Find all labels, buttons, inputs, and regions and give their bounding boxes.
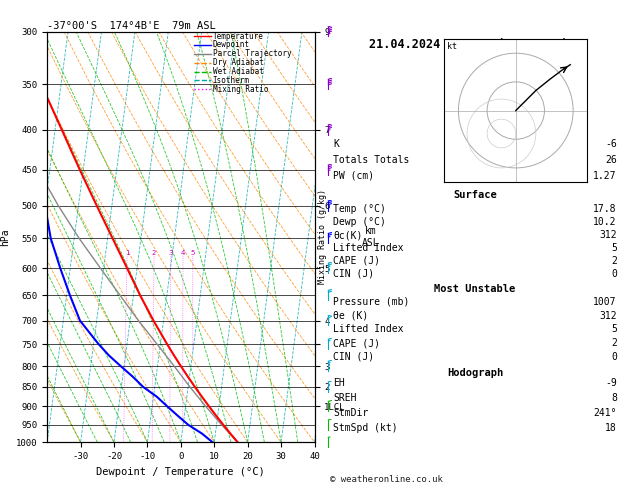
Text: 21.04.2024  00GMT (Base: 00): 21.04.2024 00GMT (Base: 00)	[369, 38, 569, 52]
Text: kt: kt	[447, 42, 457, 51]
Text: Pressure (mb): Pressure (mb)	[333, 297, 409, 307]
Text: Temperature: Temperature	[213, 32, 264, 41]
Text: 5: 5	[611, 243, 617, 253]
Text: Lifted Index: Lifted Index	[333, 243, 403, 253]
Text: 3: 3	[169, 250, 173, 257]
Text: 0: 0	[611, 352, 617, 362]
Text: 1007: 1007	[593, 297, 617, 307]
Text: 312: 312	[599, 230, 617, 240]
Text: CIN (J): CIN (J)	[333, 269, 374, 279]
Text: Dry Adiabat: Dry Adiabat	[213, 58, 264, 67]
Y-axis label: km
ASL: km ASL	[362, 226, 379, 248]
Text: Totals Totals: Totals Totals	[333, 155, 409, 165]
Text: Most Unstable: Most Unstable	[434, 284, 516, 295]
Text: CIN (J): CIN (J)	[333, 352, 374, 362]
Text: 312: 312	[599, 311, 617, 321]
Text: Dewp (°C): Dewp (°C)	[333, 217, 386, 227]
Y-axis label: hPa: hPa	[1, 228, 11, 246]
Text: -37°00'S  174°4B'E  79m ASL: -37°00'S 174°4B'E 79m ASL	[47, 21, 216, 31]
Text: Mixing Ratio (g/kg): Mixing Ratio (g/kg)	[318, 190, 326, 284]
Text: 5: 5	[611, 324, 617, 334]
Text: SREH: SREH	[333, 393, 357, 403]
Text: 1.27: 1.27	[593, 171, 617, 181]
Text: StmSpd (kt): StmSpd (kt)	[333, 423, 398, 433]
Text: CAPE (J): CAPE (J)	[333, 256, 380, 266]
Text: Hodograph: Hodograph	[447, 367, 503, 378]
X-axis label: Dewpoint / Temperature (°C): Dewpoint / Temperature (°C)	[96, 467, 265, 477]
Text: 2: 2	[152, 250, 156, 257]
Text: 10.2: 10.2	[593, 217, 617, 227]
Text: 2: 2	[611, 256, 617, 266]
Text: 5: 5	[191, 250, 195, 257]
Text: Lifted Index: Lifted Index	[333, 324, 403, 334]
Text: 1: 1	[125, 250, 130, 257]
Text: 17.8: 17.8	[593, 204, 617, 214]
Text: 8: 8	[611, 393, 617, 403]
Text: 4: 4	[181, 250, 185, 257]
Text: Isotherm: Isotherm	[213, 76, 250, 85]
Text: 26: 26	[605, 155, 617, 165]
Text: 18: 18	[605, 423, 617, 433]
Text: -9: -9	[605, 379, 617, 388]
Text: θc(K): θc(K)	[333, 230, 362, 240]
Text: EH: EH	[333, 379, 345, 388]
Text: Parcel Trajectory: Parcel Trajectory	[213, 50, 291, 58]
Text: © weatheronline.co.uk: © weatheronline.co.uk	[330, 474, 443, 484]
Text: PW (cm): PW (cm)	[333, 171, 374, 181]
Text: Mixing Ratio: Mixing Ratio	[213, 85, 268, 94]
Text: Temp (°C): Temp (°C)	[333, 204, 386, 214]
Text: CAPE (J): CAPE (J)	[333, 338, 380, 348]
Text: StmDir: StmDir	[333, 408, 368, 418]
Text: 2: 2	[611, 338, 617, 348]
Text: Surface: Surface	[453, 190, 497, 200]
Text: K: K	[333, 139, 339, 149]
Text: -6: -6	[605, 139, 617, 149]
Text: 241°: 241°	[593, 408, 617, 418]
Text: 0: 0	[611, 269, 617, 279]
Text: Dewpoint: Dewpoint	[213, 40, 250, 50]
Text: θe (K): θe (K)	[333, 311, 368, 321]
Text: Wet Adiabat: Wet Adiabat	[213, 67, 264, 76]
